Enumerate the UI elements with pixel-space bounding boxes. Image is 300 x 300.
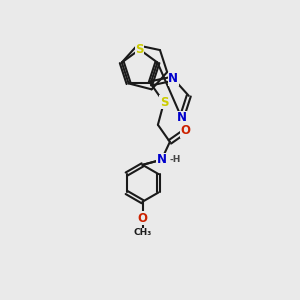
Text: S: S — [160, 96, 168, 109]
Text: N: N — [177, 111, 187, 124]
Text: CH₃: CH₃ — [134, 228, 152, 237]
Text: O: O — [137, 212, 148, 225]
Text: S: S — [135, 43, 144, 56]
Text: N: N — [168, 72, 178, 85]
Text: N: N — [157, 153, 166, 166]
Text: O: O — [181, 124, 191, 137]
Text: -H: -H — [170, 155, 181, 164]
